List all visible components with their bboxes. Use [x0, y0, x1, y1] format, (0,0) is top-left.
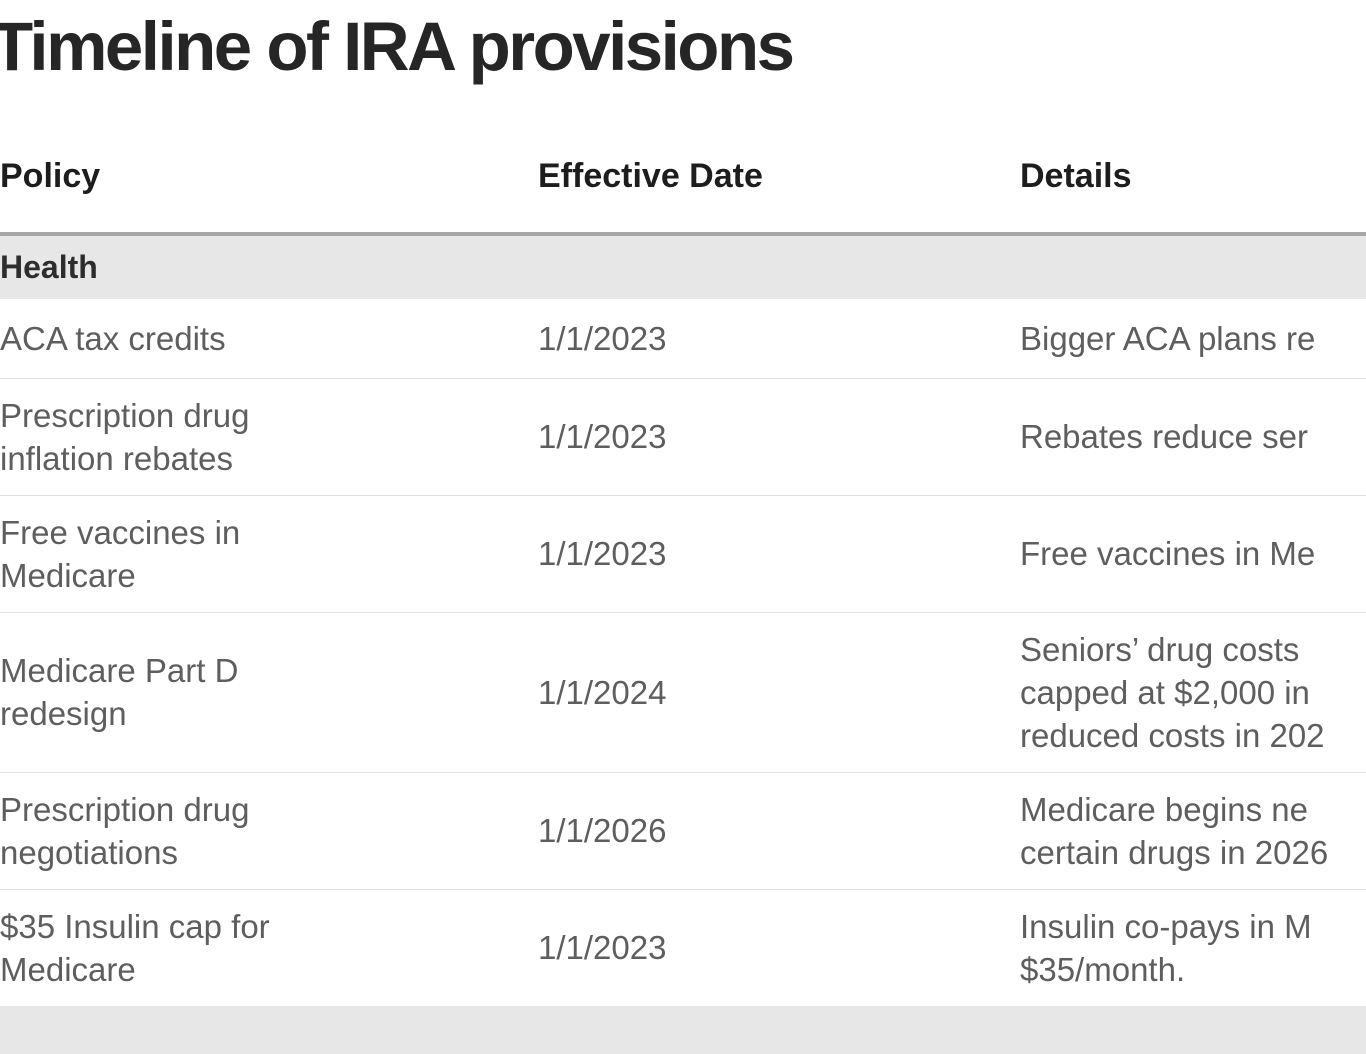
details-cell: Medicare begins ne certain drugs in 2026: [1020, 788, 1366, 874]
effective-date-cell: 1/1/2026: [538, 812, 667, 850]
policy-line: Medicare: [0, 950, 136, 988]
policy-cell: Free vaccines in Medicare: [0, 511, 538, 597]
table-row: $35 Insulin cap for Medicare 1/1/2023 Insul…: [0, 888, 1366, 1006]
table-header-row: Policy Effective Date Details: [0, 157, 1366, 232]
details-line: Free vaccines in Me: [1020, 535, 1316, 573]
ira-provisions-page: Timeline of IRA provisions Policy Effect…: [0, 8, 1366, 1054]
ira-provisions-table: Policy Effective Date Details Health ACA…: [0, 157, 1366, 1054]
table-row: Free vaccines in Medicare 1/1/2023 Free vac…: [0, 494, 1366, 612]
policy-line: Prescription drug: [0, 396, 250, 434]
section-header-label: Health: [0, 248, 98, 285]
table-row: Medicare Part D redesign 1/1/2024 Seniors’ …: [0, 611, 1366, 772]
effective-date-cell: 1/1/2023: [538, 929, 667, 967]
details-line: Seniors’ drug costs: [1020, 630, 1300, 668]
policy-line: $35 Insulin cap for: [0, 907, 270, 945]
details-line: reduced costs in 202: [1020, 716, 1325, 754]
details-line: certain drugs in 2026: [1020, 833, 1329, 871]
section-header-health: Health: [0, 231, 1366, 299]
policy-line: negotiations: [0, 833, 178, 871]
details-cell: Free vaccines in Me: [1020, 532, 1366, 575]
details-line: Bigger ACA plans re: [1020, 319, 1316, 357]
policy-line: Medicare: [0, 556, 136, 594]
details-line: Rebates reduce ser: [1020, 418, 1308, 456]
policy-line: Free vaccines in: [0, 513, 241, 551]
effective-date-cell: 1/1/2023: [538, 319, 667, 357]
details-line: Medicare begins ne: [1020, 790, 1309, 828]
policy-line: redesign: [0, 695, 127, 733]
column-header-effective-date: Effective Date: [538, 156, 763, 195]
details-line: Insulin co-pays in M: [1020, 907, 1312, 945]
details-line: capped at $2,000 in: [1020, 673, 1310, 711]
details-line: $35/month.: [1020, 950, 1186, 988]
section-header-next-partial: [0, 1005, 1366, 1054]
policy-cell: ACA tax credits: [0, 317, 538, 360]
details-cell: Insulin co-pays in M $35/month.: [1020, 905, 1366, 991]
policy-cell: $35 Insulin cap for Medicare: [0, 905, 538, 991]
column-header-policy: Policy: [0, 156, 101, 195]
column-header-details: Details: [1020, 156, 1132, 195]
policy-cell: Medicare Part D redesign: [0, 649, 538, 735]
effective-date-cell: 1/1/2023: [538, 418, 667, 456]
policy-cell: Prescription drug negotiations: [0, 788, 538, 874]
effective-date-cell: 1/1/2023: [538, 535, 667, 573]
details-cell: Seniors’ drug costs capped at $2,000 in re…: [1020, 628, 1366, 757]
effective-date-cell: 1/1/2024: [538, 673, 667, 711]
policy-line: ACA tax credits: [0, 319, 226, 357]
policy-cell: Prescription drug inflation rebates: [0, 394, 538, 480]
details-cell: Rebates reduce ser: [1020, 415, 1366, 458]
details-cell: Bigger ACA plans re: [1020, 317, 1366, 360]
table-body: ACA tax credits 1/1/2023 Bigger ACA plans …: [0, 299, 1366, 1006]
table-row: Prescription drug negotiations 1/1/2026 Med…: [0, 771, 1366, 889]
policy-line: inflation rebates: [0, 439, 233, 477]
policy-line: Medicare Part D: [0, 652, 239, 690]
page-title: Timeline of IRA provisions: [0, 8, 795, 85]
table-row: Prescription drug inflation rebates 1/1/20…: [0, 377, 1366, 495]
table-row: ACA tax credits 1/1/2023 Bigger ACA plans …: [0, 299, 1366, 378]
policy-line: Prescription drug: [0, 790, 250, 828]
